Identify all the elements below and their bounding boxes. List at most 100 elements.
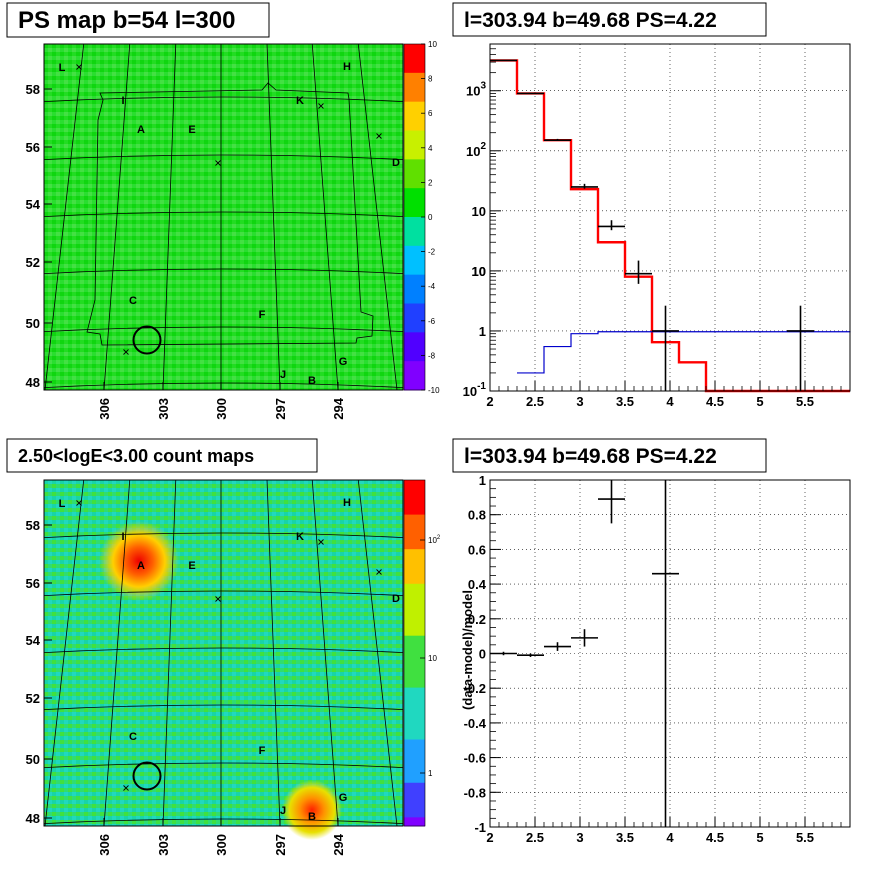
y-tick-label: 48 bbox=[26, 811, 40, 826]
y-tick-label: 0.8 bbox=[468, 508, 486, 523]
colorbar-tick-label: 8 bbox=[428, 75, 433, 84]
colorbar-tick-label: -8 bbox=[428, 351, 436, 360]
count-map-region-letters: L H I K A E D C F G J B bbox=[59, 497, 400, 823]
region-letter-l: L bbox=[59, 498, 66, 510]
region-letter-f: F bbox=[259, 309, 266, 321]
y-tick-label: 1 bbox=[479, 473, 486, 488]
region-letter-l: L bbox=[59, 62, 66, 74]
colorbar-swatch bbox=[404, 488, 425, 498]
region-letter-d: D bbox=[392, 593, 400, 605]
cross-marker bbox=[376, 133, 382, 139]
y-tick-label: 10 bbox=[472, 204, 486, 219]
source-b-hotspot bbox=[282, 780, 342, 840]
colorbar-swatch bbox=[404, 505, 425, 516]
region-letter-d: D bbox=[392, 157, 400, 169]
y-tick-label: 52 bbox=[26, 691, 40, 706]
y-tick-label: 10-1 bbox=[463, 381, 487, 399]
y-tick-label: 10 bbox=[472, 264, 486, 279]
y-tick-label: 50 bbox=[26, 316, 40, 331]
colorbar-swatch bbox=[404, 653, 425, 663]
y-tick-base: 10 bbox=[463, 384, 477, 399]
y-tick-label: 0.4 bbox=[468, 577, 487, 592]
colorbar-swatch bbox=[404, 644, 425, 654]
count-map-image bbox=[44, 480, 403, 826]
residual-panel: 2 2.5 3 3.5 4 4.5 5 5.5 1 0.8 0.6 0.4 0.2 0 -0.2 -0.4 -0… bbox=[452, 438, 851, 845]
colorbar-swatch bbox=[404, 583, 425, 593]
region-letter-a: A bbox=[137, 560, 145, 572]
x-tick-label: 5 bbox=[756, 830, 763, 845]
colorbar-swatch bbox=[404, 722, 425, 732]
colorbar-swatch bbox=[404, 557, 425, 567]
region-letter-a: A bbox=[137, 124, 145, 136]
colorbar-swatch bbox=[404, 808, 425, 818]
x-tick-label: 3.5 bbox=[616, 394, 634, 409]
longitude-line bbox=[162, 43, 177, 391]
region-letter-j: J bbox=[280, 369, 286, 381]
latitude-line bbox=[43, 326, 404, 333]
ps-colorbar: 10 8 6 4 2 0 -2 -4 -6 -8 -10 bbox=[403, 40, 440, 395]
colorbar-swatch bbox=[404, 159, 425, 189]
longitude-line bbox=[357, 43, 398, 391]
colorbar-swatch bbox=[404, 303, 425, 333]
count-map-y-ticks: 58 56 54 52 50 48 bbox=[26, 518, 52, 826]
colorbar-frame bbox=[403, 479, 426, 827]
colorbar-swatch bbox=[404, 44, 425, 74]
latitude-line bbox=[43, 704, 404, 711]
colorbar-swatch bbox=[404, 188, 425, 218]
residual-axes: 2 2.5 3 3.5 4 4.5 5 5.5 1 0.8 0.6 0.4 0.2 0 -0.2 -0.4 -0… bbox=[464, 473, 851, 845]
y-tick-label: 58 bbox=[26, 518, 40, 533]
colorbar-swatch bbox=[404, 713, 425, 723]
colorbar-tick-label: 4 bbox=[428, 144, 433, 153]
colorbar-swatch bbox=[404, 800, 425, 810]
longitude-line bbox=[266, 43, 281, 391]
residual-title: l=303.94 b=49.68 PS=4.22 bbox=[464, 445, 717, 468]
x-tick-label: 294 bbox=[331, 397, 346, 419]
y-tick-label: 56 bbox=[26, 140, 40, 155]
ps-map-grid bbox=[43, 43, 404, 391]
colorbar-swatch bbox=[404, 739, 425, 749]
colorbar-swatch bbox=[404, 756, 425, 766]
colorbar-swatch bbox=[404, 566, 425, 576]
y-tick-label: 103 bbox=[466, 81, 486, 99]
ps-map-region-letters: L H I K A E D C F G J B bbox=[59, 61, 400, 387]
latitude-line bbox=[43, 532, 404, 539]
colorbar-tick-label: -2 bbox=[428, 248, 436, 257]
region-letter-h: H bbox=[343, 61, 351, 73]
y-tick-label: 58 bbox=[26, 82, 40, 97]
colorbar-swatch bbox=[404, 765, 425, 775]
longitude-line bbox=[266, 479, 281, 827]
colorbar-swatch bbox=[404, 575, 425, 585]
x-tick-label: 2.5 bbox=[526, 830, 544, 845]
colorbar-swatch bbox=[404, 696, 425, 706]
ps-map-title: PS map b=54 l=300 bbox=[18, 7, 235, 34]
longitude-line bbox=[311, 479, 339, 827]
colorbar-swatch bbox=[404, 130, 425, 160]
y-tick-label: 54 bbox=[26, 197, 41, 212]
region-letter-i: I bbox=[121, 531, 124, 543]
y-tick-label: 50 bbox=[26, 752, 40, 767]
region-letter-g: G bbox=[339, 792, 348, 804]
region-letter-f: F bbox=[259, 745, 266, 757]
colorbar-tick-label: -10 bbox=[428, 386, 440, 395]
count-position-circle bbox=[132, 761, 162, 791]
y-tick-label: 102 bbox=[466, 141, 486, 159]
region-letter-j: J bbox=[280, 805, 286, 817]
colorbar-swatch bbox=[404, 549, 425, 559]
colorbar-swatch bbox=[404, 774, 425, 784]
x-tick-label: 5.5 bbox=[796, 394, 814, 409]
cross-marker bbox=[215, 596, 221, 602]
y-tick-exponent: 2 bbox=[480, 141, 486, 152]
colorbar-swatch bbox=[404, 817, 425, 827]
spectrum-series bbox=[490, 59, 851, 393]
y-tick-label: 54 bbox=[26, 633, 41, 648]
cross-marker bbox=[376, 569, 382, 575]
colorbar-swatch bbox=[404, 670, 425, 680]
count-map-grid bbox=[43, 479, 404, 827]
colorbar-tick-label: 2 bbox=[428, 178, 433, 187]
colorbar-swatch bbox=[404, 274, 425, 304]
y-tick-label: 52 bbox=[26, 255, 40, 270]
ps-map-frame bbox=[43, 43, 404, 391]
